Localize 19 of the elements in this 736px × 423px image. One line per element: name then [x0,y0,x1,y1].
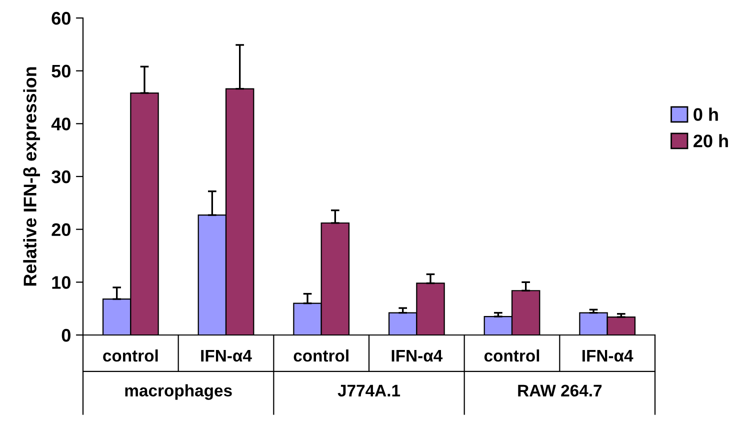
x-tick-label: IFN-α4 [582,350,634,362]
y-tick-label: 30 [52,170,70,184]
y-tick-label: 60 [52,12,70,25]
x-tick-label: IFN-α4 [201,350,252,362]
text: macrophages [125,384,232,400]
y-tick-label: 20 [52,223,70,236]
y-tick-label: 40 [51,118,70,130]
text: J774A.1 [338,384,400,397]
y-tick-label: 0 [62,328,70,342]
text: RAW 264.7 [518,384,602,397]
x-tick-label: control [294,349,348,362]
y-tick-label: 50 [52,64,70,78]
x-tick-label: control [103,349,158,362]
legend-label: 20 h [694,134,728,148]
y-axis-title: Relative IFN-β expression [23,67,40,286]
x-tick-label: IFN-α4 [392,350,443,362]
x-tick-label: control [484,349,540,362]
legend-label: 0 h [694,108,718,121]
y-tick-label: 10 [52,276,70,289]
